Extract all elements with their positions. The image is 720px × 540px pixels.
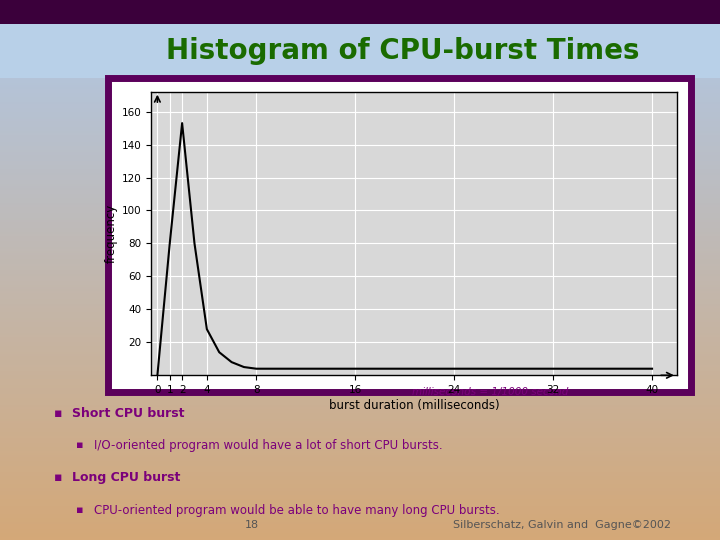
Text: Histogram of CPU-burst Times: Histogram of CPU-burst Times xyxy=(166,37,640,65)
Text: ▪: ▪ xyxy=(76,505,90,515)
Text: ▪: ▪ xyxy=(76,441,90,450)
Text: Short CPU burst: Short CPU burst xyxy=(72,407,184,420)
Text: 18: 18 xyxy=(245,520,259,530)
Text: Long CPU burst: Long CPU burst xyxy=(72,471,181,484)
Text: CPU-oriented program would be able to have many long CPU bursts.: CPU-oriented program would be able to ha… xyxy=(94,504,499,517)
Bar xyxy=(0,0,720,24)
Text: I/O-oriented program would have a lot of short CPU bursts.: I/O-oriented program would have a lot of… xyxy=(94,439,442,452)
Bar xyxy=(0,24,720,78)
X-axis label: burst duration (milliseconds): burst duration (milliseconds) xyxy=(329,399,499,412)
Text: Silberschatz, Galvin and  Gagne©2002: Silberschatz, Galvin and Gagne©2002 xyxy=(453,520,670,530)
Text: ▪: ▪ xyxy=(54,471,71,484)
Text: milliseconds = 1/1000 second: milliseconds = 1/1000 second xyxy=(413,387,569,396)
Text: ▪: ▪ xyxy=(54,407,71,420)
FancyBboxPatch shape xyxy=(108,78,691,392)
Y-axis label: frequency: frequency xyxy=(104,204,117,263)
